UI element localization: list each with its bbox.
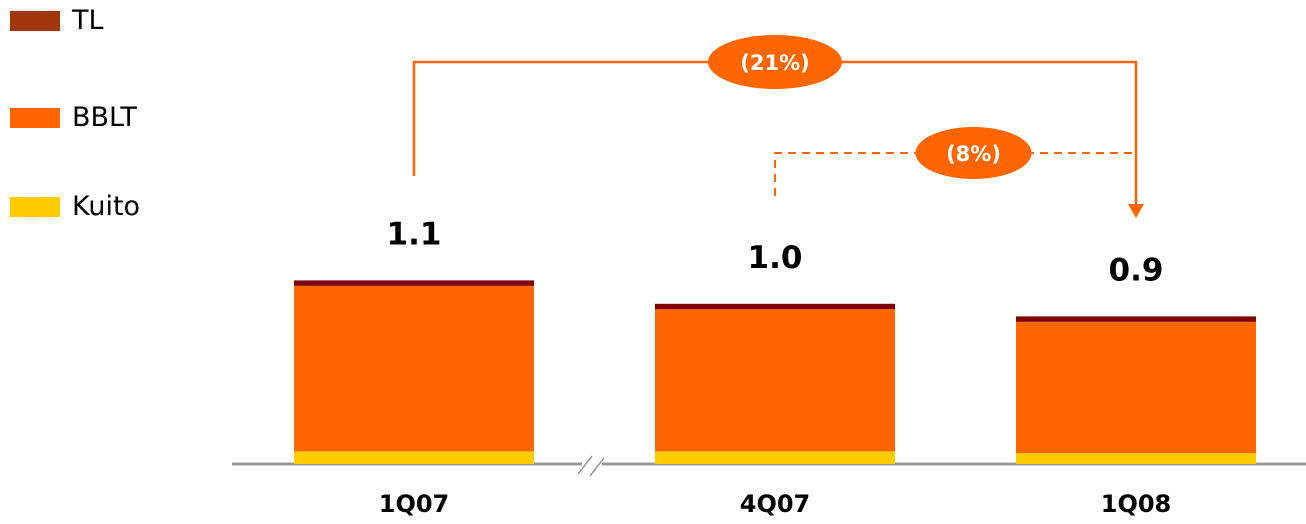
legend-swatch-tl (10, 11, 60, 31)
legend-swatch-kuito (10, 197, 60, 217)
legend-item-tl: TL (10, 5, 210, 41)
x-tick-label-1q07: 1Q07 (379, 490, 450, 518)
bar-bblt-4q07 (655, 309, 895, 452)
bar-tl-1q07 (294, 280, 534, 286)
total-label-1q07: 1.1 (387, 216, 442, 252)
x-tick-label-4q07: 4Q07 (740, 490, 811, 518)
bar-kuito-1q08 (1016, 453, 1256, 464)
total-label-4q07: 1.0 (748, 240, 803, 276)
legend-label-kuito: Kuito (72, 191, 141, 222)
total-label-1q08: 0.9 (1109, 252, 1164, 288)
legend-label-tl: TL (72, 5, 104, 36)
legend-label-bblt: BBLT (72, 102, 137, 133)
bracket-21-label: (21%) (740, 51, 809, 75)
bar-kuito-1q07 (294, 451, 534, 464)
legend-swatch-bblt (10, 108, 60, 128)
bar-bblt-1q07 (294, 285, 534, 452)
bar-bblt-1q08 (1016, 321, 1256, 454)
bar-kuito-4q07 (655, 451, 895, 464)
bar-tl-1q08 (1016, 316, 1256, 322)
bar-tl-4q07 (655, 303, 895, 310)
legend-item-bblt: BBLT (10, 102, 210, 138)
legend-item-kuito: Kuito (10, 191, 210, 227)
bracket-8-bubble (915, 127, 1032, 179)
bracket-21-bubble (708, 35, 842, 89)
bracket-21-arrowhead (1128, 204, 1144, 218)
bracket-8-label: (8%) (946, 142, 1001, 166)
axis-break-mark-1 (577, 455, 593, 475)
axis-break-mark-2 (589, 457, 605, 477)
x-tick-label-1q08: 1Q08 (1101, 490, 1172, 518)
bracket-8-line (774, 152, 1137, 205)
